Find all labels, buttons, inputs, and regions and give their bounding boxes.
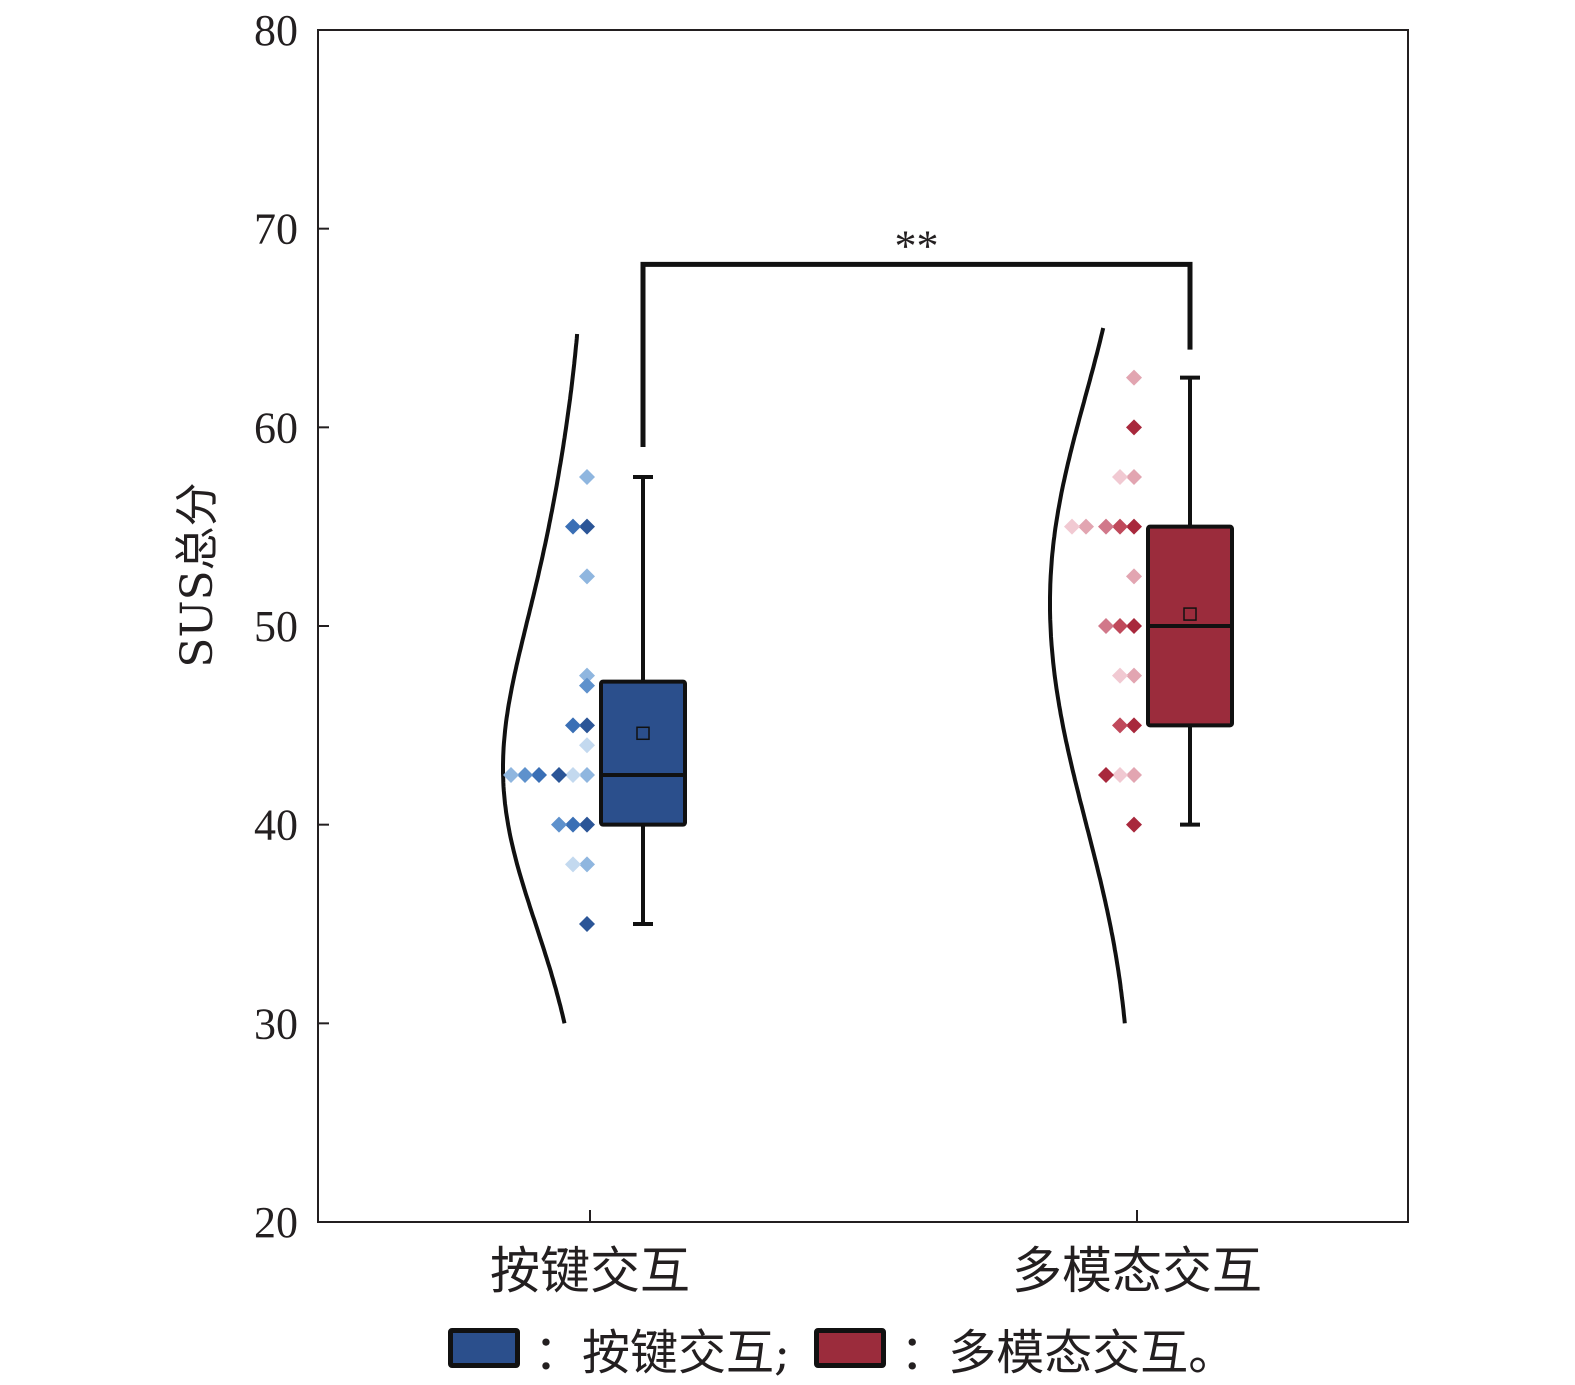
- mean-marker: [636, 726, 650, 741]
- density-curve: [1048, 327, 1127, 1024]
- data-point: [1112, 667, 1128, 684]
- y-tick-label: 80: [254, 6, 298, 55]
- legend-label-multimodal: ：多模态交互。: [900, 1325, 1237, 1381]
- significance-line: [640, 261, 1193, 447]
- data-point: [579, 717, 595, 734]
- data-point: [1126, 618, 1142, 634]
- legend: ：按键交互; ：多模态交互。: [448, 1318, 1260, 1381]
- data-point: [1098, 767, 1114, 783]
- data-point: [579, 816, 595, 833]
- data-point: [565, 518, 581, 535]
- data-point: [565, 816, 581, 833]
- data-point: [579, 667, 595, 684]
- y-axis-ticks: 20 30 40 50 60 70 80: [254, 6, 329, 1247]
- data-point: [579, 677, 595, 694]
- box: [599, 679, 687, 827]
- boxplots: [599, 375, 1234, 926]
- data-point: [1126, 717, 1142, 734]
- legend-swatch-keys: [448, 1328, 520, 1368]
- data-point: [503, 767, 519, 783]
- x-tick-label: 多模态交互: [1012, 1242, 1262, 1300]
- data-point: [565, 717, 581, 734]
- data-point: [579, 737, 595, 754]
- data-point: [579, 568, 595, 585]
- y-tick-label: 70: [254, 205, 298, 254]
- y-tick-label: 60: [254, 403, 298, 452]
- data-point: [1126, 369, 1142, 386]
- data-points: [503, 369, 1142, 932]
- data-point: [1126, 667, 1142, 684]
- data-point: [1064, 518, 1080, 535]
- y-axis-label: SUS总分: [172, 482, 223, 667]
- legend-swatch-multimodal: [814, 1328, 887, 1368]
- data-point: [565, 856, 581, 873]
- significance-bracket: **: [640, 221, 1193, 447]
- x-tick-label: 按键交互: [490, 1242, 690, 1300]
- data-point: [579, 518, 595, 535]
- axes: [317, 29, 1409, 1223]
- data-point: [551, 767, 567, 783]
- y-tick-label: 40: [254, 801, 298, 850]
- data-point: [1126, 518, 1142, 535]
- data-point: [1112, 767, 1128, 783]
- data-point: [531, 767, 547, 783]
- significance-label: **: [895, 221, 939, 270]
- y-tick-label: 50: [254, 602, 298, 651]
- data-point: [1098, 518, 1114, 535]
- data-point: [1078, 518, 1094, 535]
- density-curves: [501, 327, 1127, 1024]
- y-tick-label: 30: [254, 999, 298, 1048]
- data-point: [1126, 419, 1142, 436]
- data-point: [1126, 767, 1142, 783]
- plot-frame: [317, 29, 1409, 1223]
- data-point: [517, 767, 533, 783]
- data-point: [1112, 518, 1128, 535]
- x-axis-ticks: 按键交互 多模态交互: [490, 1210, 1262, 1300]
- y-tick-label: 20: [254, 1198, 298, 1247]
- data-point: [579, 916, 595, 932]
- data-point: [1126, 568, 1142, 585]
- data-point: [551, 816, 567, 833]
- data-point: [565, 767, 581, 783]
- data-point: [1098, 618, 1114, 634]
- data-point: [1112, 469, 1128, 485]
- data-point: [579, 767, 595, 783]
- data-point: [1126, 816, 1142, 833]
- data-point: [1126, 469, 1142, 485]
- data-point: [579, 856, 595, 873]
- mean-marker: [1183, 607, 1197, 621]
- data-point: [1112, 717, 1128, 734]
- density-curve: [501, 333, 580, 1024]
- data-point: [1112, 618, 1128, 634]
- data-point: [579, 469, 595, 485]
- legend-label-keys: ：按键交互;: [534, 1325, 791, 1381]
